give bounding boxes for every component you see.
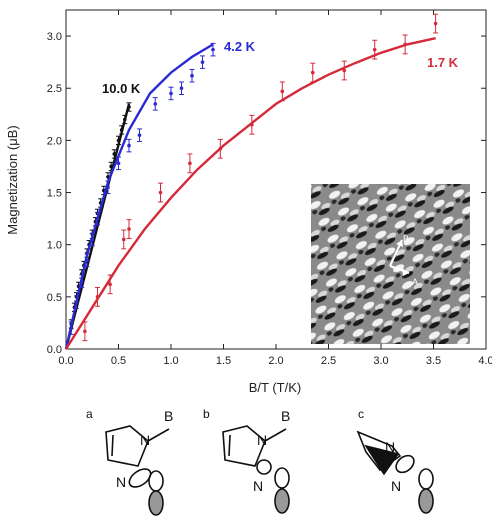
series-label-4-2-k: 4.2 K [224,39,256,54]
atom-n-top-c: N [385,439,395,455]
data-point-1-7-k [310,70,315,75]
x-axis-title: B/T (T/K) [249,380,301,395]
pyrrole-ring-a [105,425,149,467]
data-point-4-2-k [200,60,205,64]
data-point-4-2-k [85,258,89,263]
x-tick-label: 0.5 [111,355,126,367]
double-bond-b [228,434,231,457]
data-point-4-2-k [137,133,142,137]
data-point-10-0-k [112,152,117,156]
y-tick-label: 2.0 [47,135,62,147]
x-tick-label: 4.0 [478,355,492,367]
data-point-4-2-k [90,237,95,242]
data-point-4-2-k [211,47,215,52]
pyrrole-ring-b [222,425,266,467]
series-label-1-7-k: 1.7 K [427,55,459,70]
atom-n-top-a: N [140,432,150,448]
data-point-1-7-k [433,21,438,26]
data-point-1-7-k [121,237,126,242]
data-point-1-7-k [372,47,377,52]
atom-n-bottom-c: N [391,478,401,494]
data-point-4-2-k [153,102,158,106]
y-axis-title: Magnetization (μB) [5,125,20,234]
data-point-1-7-k [95,295,100,299]
data-point-1-7-k [250,122,254,127]
x-tick-label: 2.0 [268,355,283,367]
data-point-1-7-k [218,146,223,151]
data-point-4-2-k [69,326,74,330]
data-point-1-7-k [188,161,192,166]
arrow-label-a: A [412,277,418,287]
panel-letter-a: a [86,407,93,421]
data-point-10-0-k [123,117,127,122]
y-tick-label: 1.5 [47,188,62,200]
data-point-4-2-k [127,143,131,148]
data-point-10-0-k [127,105,131,109]
y-tick-label: 3.0 [47,31,62,43]
p-orbital-top-b [274,467,290,489]
atom-n-top-b: N [257,432,267,448]
data-point-1-7-k [108,282,112,287]
data-point-1-7-k [83,329,87,334]
panel-letter-b: b [203,407,210,421]
double-bond-a [111,434,114,457]
p-orbital-bottom-b [274,488,290,514]
x-tick-label: 2.5 [321,355,336,367]
atom-b-a: B [164,408,173,424]
stm-inset: B A [311,184,470,344]
fit-curve-4-2-k [64,43,214,350]
arrow-head-a-icon [402,268,409,276]
data-point-4-2-k [79,279,84,284]
data-point-1-7-k [280,89,285,94]
data-point-10-0-k [119,128,124,132]
x-tick-label: 0.0 [58,355,73,367]
x-tick-label: 1.0 [163,355,178,367]
p-orbital-bottom-a [148,490,164,516]
atom-n-bottom-a: N [116,474,126,490]
fit-curve-1-7-k [64,37,436,350]
y-tick-label: 0.5 [47,292,62,304]
data-point-10-0-k [116,138,121,143]
data-point-1-7-k [403,42,407,47]
orbital-loop-b [256,459,272,475]
p-orbital-bottom-c [418,488,434,514]
plot-area: 0.0 0.5 1.0 1.5 2.0 2.5 3.0 3.5 4.0 0.0 0.5 1.0 1.5 2… [47,9,492,367]
x-tick-label: 3.5 [426,355,441,367]
x-tick-label: 3.0 [373,355,388,367]
data-point-10-0-k [109,164,113,169]
n-b-bond-a [147,428,170,442]
y-tick-label: 2.5 [47,83,62,95]
ring-shadow-c [364,444,400,476]
orbital-lobe-a [128,468,152,488]
data-point-4-2-k [190,73,194,78]
panel-letter-c: c [358,407,364,421]
n-b-bond-b [264,428,287,442]
x-tick-label: 1.5 [216,355,231,367]
series-label-10-0-k: 10.0 K [102,81,141,96]
data-point-4-2-k [95,216,100,221]
data-point-4-2-k [116,161,121,166]
data-point-1-7-k [158,190,163,195]
data-point-4-2-k [179,86,184,91]
data-point-4-2-k [74,300,79,304]
data-point-1-7-k [342,68,347,73]
arrow-label-b: B [403,234,409,244]
data-point-4-2-k [169,91,173,96]
y-tick-label: 1.0 [47,240,62,252]
molecule-diagrams: a N B N b N B N c N N [86,407,434,516]
data-point-4-2-k [106,185,110,190]
data-point-1-7-k [127,227,131,231]
orbital-lobe-c [395,454,415,474]
atom-n-bottom-b: N [253,478,263,494]
arrow-head-b-icon [396,240,403,247]
y-tick-label: 0.0 [47,344,62,356]
atom-b-b: B [281,408,290,424]
